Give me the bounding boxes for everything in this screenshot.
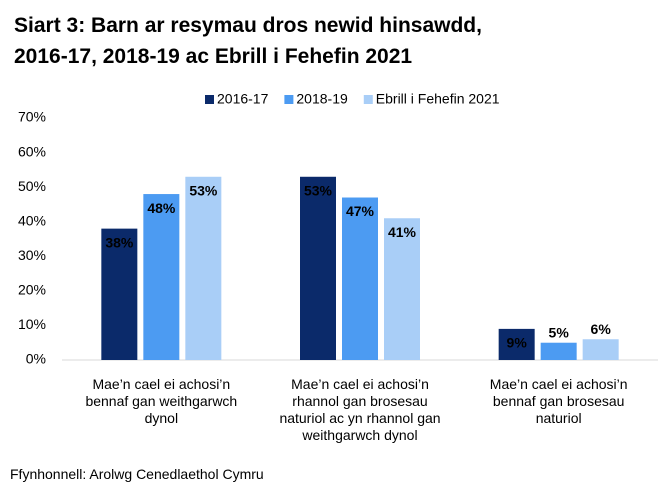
- bar: [101, 228, 138, 360]
- value-label: 41%: [388, 224, 417, 240]
- source-note: Ffynhonnell: Arolwg Cenedlaethol Cymru: [10, 466, 264, 482]
- y-tick-label: 30%: [18, 247, 46, 263]
- bar: [342, 197, 378, 360]
- value-label: 6%: [591, 321, 612, 337]
- x-tick-label: Mae’n cael ei achosi’n bennaf gan broses…: [489, 376, 628, 426]
- y-tick-label: 10%: [18, 316, 46, 332]
- bar: [143, 194, 180, 360]
- value-label: 48%: [147, 200, 176, 216]
- legend-swatch: [363, 95, 373, 104]
- bar: [300, 176, 336, 360]
- y-tick-label: 50%: [18, 178, 46, 194]
- bar: [498, 328, 535, 360]
- y-tick-label: 70%: [18, 109, 46, 125]
- y-tick-label: 60%: [18, 143, 46, 159]
- legend-swatch: [284, 95, 294, 104]
- bar: [384, 218, 420, 360]
- legend-swatch: [205, 95, 214, 104]
- chart-title: Siart 3: Barn ar resymau dros newid hins…: [14, 14, 482, 68]
- x-tick-label: Mae’n cael ei achosi’n rhannol gan brose…: [279, 376, 441, 443]
- legend-label: 2018-19: [296, 91, 348, 107]
- y-tick-label: 20%: [18, 282, 46, 298]
- y-tick-label: 0%: [26, 351, 46, 367]
- value-label: 53%: [304, 182, 333, 198]
- x-tick-label: Mae’n cael ei achosi’n bennaf gan weithg…: [85, 376, 238, 426]
- y-tick-label: 40%: [18, 212, 46, 228]
- bar: [540, 342, 577, 360]
- value-label: 53%: [189, 182, 218, 198]
- value-label: 5%: [549, 324, 570, 340]
- legend-label: 2016-17: [217, 91, 269, 107]
- legend-label: Ebrill i Fehefin 2021: [376, 91, 500, 107]
- bar: [185, 176, 222, 360]
- value-label: 9%: [507, 335, 528, 351]
- value-label: 38%: [105, 234, 134, 250]
- value-label: 47%: [346, 203, 375, 219]
- bar: [582, 339, 619, 360]
